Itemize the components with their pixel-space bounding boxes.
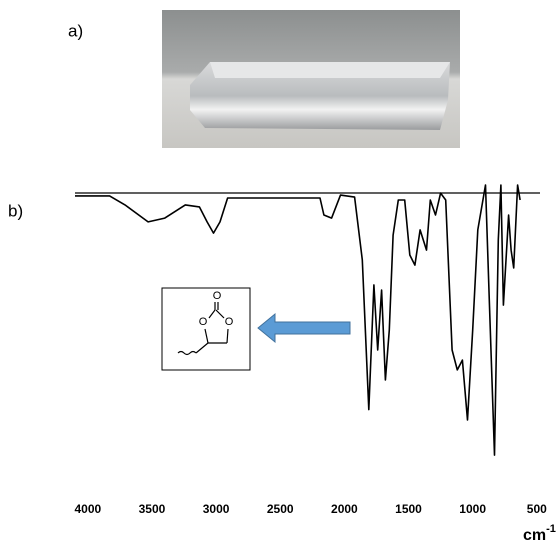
x-axis-label: cm-1 — [523, 523, 556, 543]
photo — [162, 10, 460, 148]
x-tick-label: 1000 — [459, 502, 486, 516]
atom-label: O — [213, 290, 222, 302]
panel-label: b) — [8, 201, 23, 220]
arrow — [257, 312, 351, 344]
x-tick-label: 2000 — [331, 502, 358, 516]
spectrum-line — [75, 184, 521, 456]
x-tick-label: 3000 — [203, 502, 230, 516]
x-tick-label: 500 — [527, 502, 547, 516]
x-axis-label-text: cm — [523, 527, 546, 543]
x-tick-label: 3500 — [139, 502, 166, 516]
structure: O O O — [161, 287, 251, 371]
atom-label: O — [199, 316, 208, 328]
panel-label: a) — [68, 21, 83, 40]
x-tick-label: 4000 — [74, 502, 101, 516]
atom-label: O — [225, 316, 234, 328]
x-tick-label: 2500 — [267, 502, 294, 516]
x-tick-label: 1500 — [395, 502, 422, 516]
x-axis-label-exponent: -1 — [546, 523, 556, 535]
